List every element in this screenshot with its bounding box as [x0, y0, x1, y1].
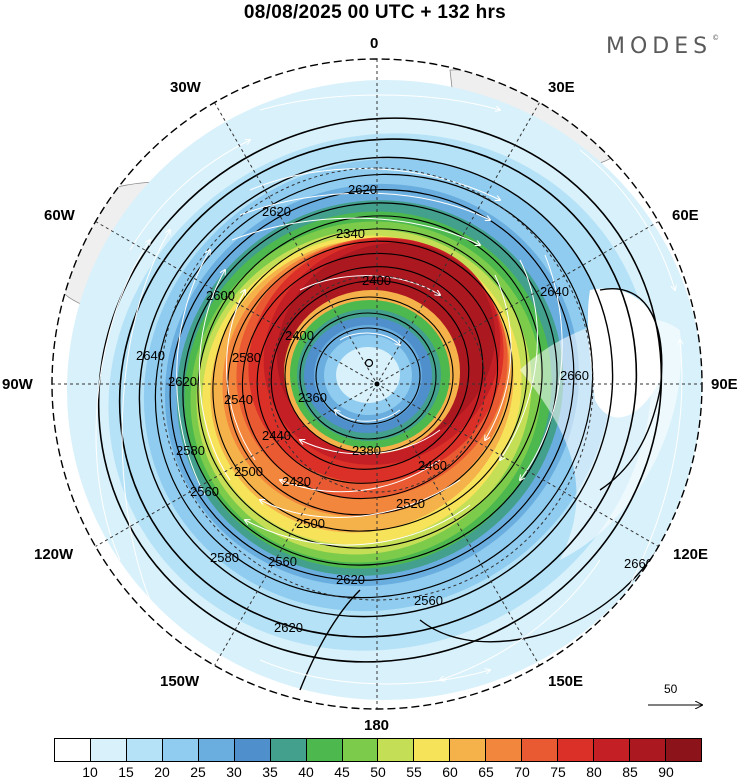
contour-label: 2600	[206, 288, 235, 303]
colorbar-cell	[630, 739, 666, 761]
lon-label-90e: 90E	[711, 376, 738, 393]
station-marker	[364, 358, 374, 368]
map-frame	[51, 58, 703, 710]
colorbar-cell	[234, 739, 271, 761]
colorbar-cell	[55, 739, 91, 761]
contour-label: 2620	[274, 620, 303, 635]
colorbar-tick-label: 15	[118, 764, 134, 780]
lon-label-30e: 30E	[548, 79, 575, 96]
contour-label: 2420	[282, 474, 311, 489]
colorbar-tick-label: 90	[658, 764, 674, 780]
colorbar-tick-label: 85	[622, 764, 638, 780]
colorbar-tick-label: 20	[154, 764, 170, 780]
colorbar-cell	[162, 739, 199, 761]
contour-label: 2460	[418, 458, 447, 473]
colorbar-tick-label: 10	[82, 764, 98, 780]
colorbar-tick-label: 75	[550, 764, 566, 780]
lon-label-150e: 150E	[548, 673, 584, 690]
contour-label: 2660	[560, 368, 589, 383]
wind-scale-label: 50	[664, 682, 678, 696]
colorbar-cell	[198, 739, 235, 761]
contour-label-layer: 2620 2620 2600 2640 2620 2540 2580 2340 …	[136, 182, 653, 635]
contour-label: 2400	[362, 273, 391, 288]
colorbar-tick-label: 50	[370, 764, 386, 780]
colorbar-cell	[450, 739, 487, 761]
contour-label: 2560	[190, 484, 219, 499]
colorbar-cell	[126, 739, 163, 761]
lon-label-120e: 120E	[673, 546, 709, 563]
colorbar-cell	[486, 739, 523, 761]
colorbar-cell	[378, 739, 415, 761]
contour-label: 2500	[296, 516, 325, 531]
colorbar	[54, 738, 702, 762]
colorbar-cell	[665, 739, 701, 761]
contour-label: 2580	[176, 443, 205, 458]
lon-label-120w: 120W	[34, 546, 74, 563]
contour-label: 2620	[348, 182, 377, 197]
contour-label: 2620	[168, 374, 197, 389]
lon-label-90w: 90W	[2, 376, 33, 393]
wind-speed-shading	[67, 80, 702, 700]
colorbar-ticks: 10 15 20 25 30 35 40 45 50 55 60 65 70 75 80 85 90	[54, 764, 702, 782]
colorbar-tick-label: 70	[514, 764, 530, 780]
colorbar-tick-label: 35	[262, 764, 278, 780]
colorbar-tick-label: 80	[586, 764, 602, 780]
contour-label: 2360	[298, 390, 327, 405]
contour-label: 2400	[285, 328, 314, 343]
colorbar-cell	[90, 739, 127, 761]
lon-label-30w: 30W	[170, 79, 201, 96]
contour-label: 2520	[396, 496, 425, 511]
colorbar-tick-label: 25	[190, 764, 206, 780]
colorbar-tick-label: 45	[334, 764, 350, 780]
contour-label: 2500	[234, 464, 263, 479]
contour-label: 2440	[262, 428, 291, 443]
contour-label: 2580	[210, 550, 239, 565]
contour-label: 2620	[262, 204, 291, 219]
contour-label: 2540	[224, 392, 253, 407]
colorbar-tick-label: 65	[478, 764, 494, 780]
colorbar-cell	[594, 739, 630, 761]
pole-marker	[374, 381, 380, 387]
colorbar-tick-label: 60	[442, 764, 458, 780]
contour-label: 2660	[624, 556, 653, 571]
modes-logo: MODES©	[606, 34, 720, 59]
colorbar-tick-label: 40	[298, 764, 314, 780]
map-title: 08/08/2025 00 UTC + 132 hrs	[243, 2, 507, 23]
colorbar-cell	[306, 739, 343, 761]
colorbar-cell	[414, 739, 451, 761]
contour-label: 2560	[268, 554, 297, 569]
colorbar-tick-label: 30	[226, 764, 242, 780]
lon-label-0: 0	[370, 35, 379, 52]
colorbar-tick-label: 55	[406, 764, 422, 780]
contour-label: 2580	[232, 350, 261, 365]
lon-label-150w: 150W	[160, 673, 200, 690]
contour-label: 2380	[352, 443, 381, 458]
lon-label-60w: 60W	[44, 207, 75, 224]
contour-label: 2620	[336, 572, 365, 587]
colorbar-cell	[270, 739, 307, 761]
colorbar-cell	[558, 739, 595, 761]
contour-label: 2560	[414, 593, 443, 608]
contour-label: 2640	[136, 348, 165, 363]
contour-label: 2340	[336, 226, 365, 241]
colorbar-cell	[522, 739, 559, 761]
lon-label-180: 180	[364, 717, 390, 734]
lon-label-60e: 60E	[672, 207, 699, 224]
colorbar-cell	[342, 739, 379, 761]
contour-label: 2640	[540, 284, 569, 299]
